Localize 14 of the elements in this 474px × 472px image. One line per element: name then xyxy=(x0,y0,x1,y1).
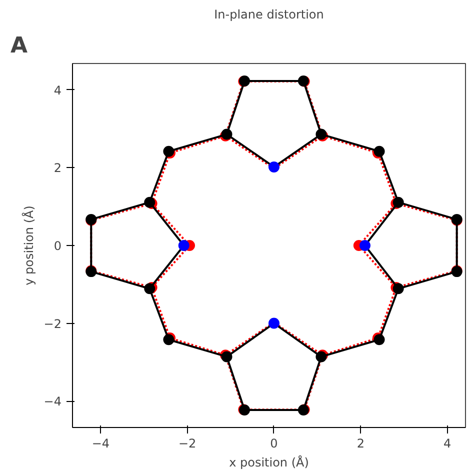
x-axis-title: x position (Å) xyxy=(229,454,309,470)
y-tick-label: 0 xyxy=(54,239,62,253)
x-tick-label: 0 xyxy=(270,436,278,450)
y-tick-label: −2 xyxy=(44,316,62,331)
y-tick-label: 4 xyxy=(54,83,62,98)
x-tick-label: −4 xyxy=(92,436,110,450)
x-tick-label: 2 xyxy=(356,436,364,450)
chart-title: In-plane distortion xyxy=(214,8,324,22)
y-axis-title: y position (Å) xyxy=(20,206,36,286)
y-tick-label: −4 xyxy=(44,394,62,409)
x-tick-label: −2 xyxy=(178,436,196,450)
text: A xyxy=(10,34,28,58)
y-tick-label: 2 xyxy=(54,161,62,176)
x-tick-label: 4 xyxy=(443,436,452,450)
